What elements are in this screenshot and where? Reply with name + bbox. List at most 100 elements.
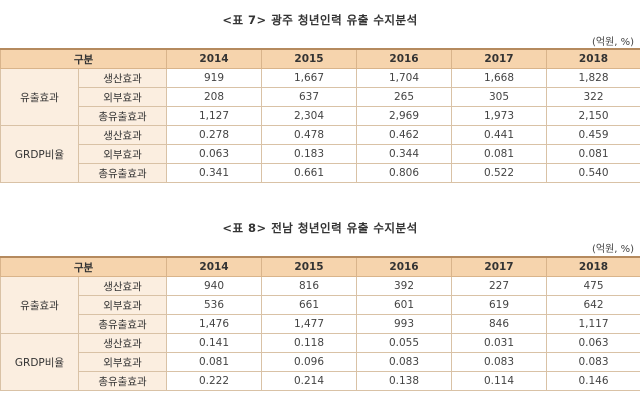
cell: 322 [546,87,640,107]
table-8-unit: (억원, %) [591,244,634,255]
table-row: 총유출효과 1,476 1,477 993 846 1,117 [1,314,640,334]
table-row: 총유출효과 0.222 0.214 0.138 0.114 0.146 [1,371,640,391]
cell: 0.031 [451,333,548,353]
group-label: GRDP비율 [0,333,79,391]
cell: 1,667 [261,68,358,88]
table-row: 외부효과 0.063 0.183 0.344 0.081 0.081 [1,144,640,164]
header-year: 2018 [546,256,640,277]
cell: 0.081 [546,144,640,164]
cell: 0.278 [166,125,263,145]
table-7: 구분 2014 2015 2016 2017 2018 유출효과 생산효과 91… [0,48,640,183]
cell: 392 [356,276,453,296]
cell: 0.522 [451,163,548,183]
header-year: 2015 [261,48,358,69]
cell: 0.214 [261,371,358,391]
row-label: 총유출효과 [77,314,168,334]
row-label: 총유출효과 [77,371,168,391]
cell: 0.081 [166,352,263,372]
cell: 637 [261,87,358,107]
row-label: 총유출효과 [77,106,168,126]
header-year: 2018 [546,48,640,69]
cell: 940 [166,276,263,296]
row-label: 외부효과 [77,87,168,107]
cell: 227 [451,276,548,296]
cell: 1,476 [166,314,263,334]
cell: 0.063 [166,144,263,164]
cell: 0.222 [166,371,263,391]
table-7-unit: (억원, %) [591,37,634,48]
cell: 846 [451,314,548,334]
cell: 0.146 [546,371,640,391]
cell: 0.344 [356,144,453,164]
row-label: 외부효과 [77,144,168,164]
table-row: GRDP비율 생산효과 0.278 0.478 0.462 0.441 0.45… [0,125,640,183]
group-label: 유출효과 [0,276,79,334]
cell: 1,477 [261,314,358,334]
header-year: 2016 [356,256,453,277]
cell: 0.114 [451,371,548,391]
cell: 0.083 [356,352,453,372]
cell: 265 [356,87,453,107]
table-7-title: <표 7> 광주 청년인력 유출 수지분석 [222,13,418,27]
table-8: 구분 2014 2015 2016 2017 2018 유출효과 생산효과 94… [0,256,640,391]
row-label: 생산효과 [77,276,168,296]
header-year: 2015 [261,256,358,277]
table-header-row: 구분 2014 2015 2016 2017 2018 [0,48,640,69]
cell: 0.540 [546,163,640,183]
row-label: 외부효과 [77,352,168,372]
table-row: 외부효과 0.081 0.096 0.083 0.083 0.083 [1,352,640,372]
cell: 0.081 [451,144,548,164]
table-row: 유출효과 생산효과 940 816 392 227 475 [0,276,640,334]
group-label: GRDP비율 [0,125,79,183]
row-label: 총유출효과 [77,163,168,183]
header-year: 2017 [451,48,548,69]
header-year: 2014 [166,48,263,69]
row-label: 외부효과 [77,295,168,315]
cell: 816 [261,276,358,296]
cell: 0.096 [261,352,358,372]
header-label: 구분 [0,256,168,277]
cell: 642 [546,295,640,315]
cell: 208 [166,87,263,107]
table-header-row: 구분 2014 2015 2016 2017 2018 [0,256,640,277]
cell: 619 [451,295,548,315]
row-label: 생산효과 [77,68,168,88]
cell: 0.083 [451,352,548,372]
cell: 0.183 [261,144,358,164]
cell: 993 [356,314,453,334]
cell: 0.055 [356,333,453,353]
cell: 1,828 [546,68,640,88]
cell: 1,973 [451,106,548,126]
cell: 0.462 [356,125,453,145]
table-row: 외부효과 208 637 265 305 322 [1,87,640,107]
cell: 475 [546,276,640,296]
cell: 0.083 [546,352,640,372]
row-label: 생산효과 [77,125,168,145]
cell: 0.806 [356,163,453,183]
cell: 0.459 [546,125,640,145]
cell: 0.441 [451,125,548,145]
cell: 1,704 [356,68,453,88]
cell: 0.118 [261,333,358,353]
cell: 661 [261,295,358,315]
cell: 919 [166,68,263,88]
header-year: 2017 [451,256,548,277]
table-row: 총유출효과 1,127 2,304 2,969 1,973 2,150 [1,106,640,126]
group-label: 유출효과 [0,68,79,126]
table-row: 유출효과 생산효과 919 1,667 1,704 1,668 1,828 [0,68,640,126]
header-year: 2014 [166,256,263,277]
cell: 1,127 [166,106,263,126]
cell: 0.063 [546,333,640,353]
table-row: 외부효과 536 661 601 619 642 [1,295,640,315]
cell: 1,117 [546,314,640,334]
cell: 1,668 [451,68,548,88]
table-8-title: <표 8> 전남 청년인력 유출 수지분석 [222,221,418,235]
table-row: 총유출효과 0.341 0.661 0.806 0.522 0.540 [1,163,640,183]
cell: 536 [166,295,263,315]
cell: 305 [451,87,548,107]
cell: 2,969 [356,106,453,126]
cell: 2,304 [261,106,358,126]
cell: 0.661 [261,163,358,183]
header-year: 2016 [356,48,453,69]
cell: 0.141 [166,333,263,353]
